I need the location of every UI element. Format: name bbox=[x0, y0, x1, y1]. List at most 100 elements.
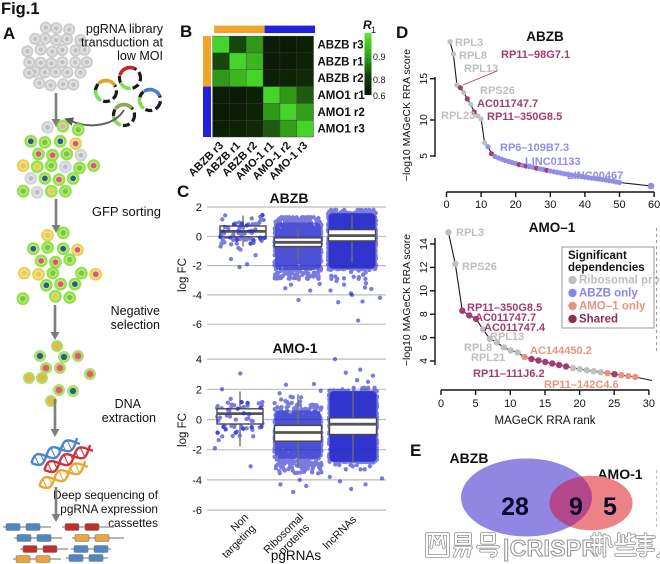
svg-text:AC011747.4: AC011747.4 bbox=[484, 322, 546, 334]
svg-text:RPL3: RPL3 bbox=[456, 227, 484, 239]
svg-text:AC011747.7: AC011747.7 bbox=[475, 312, 536, 324]
svg-text:Fig.1: Fig.1 bbox=[1, 0, 40, 18]
svg-text:RPL21: RPL21 bbox=[471, 352, 505, 364]
svg-text:5: 5 bbox=[603, 493, 617, 521]
svg-text:ABZB: ABZB bbox=[270, 190, 309, 206]
svg-text:LINC00467: LINC00467 bbox=[567, 170, 623, 182]
svg-text:GFP sorting: GFP sorting bbox=[92, 204, 161, 219]
svg-text:-2: -2 bbox=[192, 445, 202, 457]
svg-text:cassettes: cassettes bbox=[108, 516, 158, 530]
svg-text:low MOI: low MOI bbox=[117, 49, 163, 63]
svg-text:9: 9 bbox=[569, 493, 583, 521]
svg-text:10: 10 bbox=[504, 398, 516, 410]
svg-text:dependencies: dependencies bbox=[568, 262, 645, 274]
svg-text:AMO-1: AMO-1 bbox=[597, 466, 642, 482]
svg-text:ABZB r2: ABZB r2 bbox=[318, 73, 364, 85]
svg-text:ABZB: ABZB bbox=[526, 29, 564, 44]
svg-text:12: 12 bbox=[418, 261, 430, 273]
svg-text:6: 6 bbox=[418, 335, 430, 341]
svg-text:AMO1 r1: AMO1 r1 bbox=[318, 90, 366, 102]
svg-text:selection: selection bbox=[111, 318, 160, 332]
svg-text:RP11–350G8.5: RP11–350G8.5 bbox=[467, 302, 542, 314]
svg-text:pgRNAs: pgRNAs bbox=[271, 548, 322, 563]
svg-text:pgRNA library: pgRNA library bbox=[86, 22, 164, 36]
svg-text:Significant: Significant bbox=[568, 250, 627, 262]
svg-text:E: E bbox=[410, 441, 421, 460]
svg-text:40: 40 bbox=[579, 199, 591, 211]
svg-text:0.6: 0.6 bbox=[373, 91, 386, 101]
svg-text:0: 0 bbox=[438, 398, 444, 410]
svg-text:RPL3: RPL3 bbox=[455, 37, 483, 49]
svg-text:Ribosomal proteins: Ribosomal proteins bbox=[579, 275, 660, 287]
svg-text:-4: -4 bbox=[192, 290, 202, 302]
svg-text:LINC01133: LINC01133 bbox=[525, 156, 581, 168]
svg-text:Negative: Negative bbox=[111, 304, 160, 318]
svg-text:transduction at: transduction at bbox=[81, 36, 164, 50]
svg-text:1: 1 bbox=[371, 25, 376, 35]
svg-text:-4: -4 bbox=[192, 475, 202, 487]
svg-text:A: A bbox=[3, 24, 15, 43]
svg-text:10: 10 bbox=[475, 199, 487, 211]
svg-text:30: 30 bbox=[643, 398, 655, 410]
svg-text:-6: -6 bbox=[192, 505, 202, 517]
svg-text:R: R bbox=[363, 18, 372, 32]
svg-text:RPL8: RPL8 bbox=[464, 342, 492, 354]
svg-text:60: 60 bbox=[648, 199, 660, 211]
svg-text:AC144450.2: AC144450.2 bbox=[530, 345, 592, 357]
svg-text:10: 10 bbox=[418, 114, 430, 126]
svg-text:15: 15 bbox=[539, 398, 551, 410]
svg-text:AMO–1 only: AMO–1 only bbox=[579, 301, 646, 313]
svg-text:0: 0 bbox=[196, 415, 202, 427]
svg-text:Shared: Shared bbox=[579, 314, 618, 326]
svg-text:20: 20 bbox=[510, 199, 522, 211]
svg-text:-2: -2 bbox=[192, 261, 202, 273]
svg-text:log FC: log FC bbox=[177, 258, 189, 292]
svg-text:2: 2 bbox=[196, 202, 202, 214]
svg-text:5: 5 bbox=[418, 153, 430, 159]
svg-text:lncRNAs: lncRNAs bbox=[321, 513, 360, 552]
svg-text:ABZB: ABZB bbox=[450, 450, 489, 466]
svg-text:AMO1 r2: AMO1 r2 bbox=[318, 107, 365, 119]
svg-text:extraction: extraction bbox=[102, 411, 156, 425]
svg-text:8: 8 bbox=[418, 311, 430, 317]
svg-text:25: 25 bbox=[608, 398, 620, 410]
svg-text:|CRISPR: |CRISPR bbox=[503, 535, 599, 561]
svg-text:C: C bbox=[177, 182, 189, 201]
svg-text:B: B bbox=[180, 22, 192, 41]
svg-text:ABZB only: ABZB only bbox=[579, 288, 638, 300]
svg-text:−log10 MAGeCK RRA score: −log10 MAGeCK RRA score bbox=[401, 49, 413, 181]
svg-text:-6: -6 bbox=[192, 319, 202, 331]
svg-text:RPL23: RPL23 bbox=[441, 110, 475, 122]
svg-text:10: 10 bbox=[418, 285, 430, 297]
svg-text:RP11–111J6.2: RP11–111J6.2 bbox=[473, 368, 545, 380]
svg-text:2: 2 bbox=[196, 384, 202, 396]
svg-text:Deep sequencing of: Deep sequencing of bbox=[53, 488, 159, 502]
svg-text:AC011747.7: AC011747.7 bbox=[477, 98, 538, 110]
svg-text:15: 15 bbox=[418, 73, 430, 85]
svg-text:RP11–142C4.6: RP11–142C4.6 bbox=[544, 379, 619, 391]
svg-text:4: 4 bbox=[418, 358, 430, 364]
svg-text:ABZB r1: ABZB r1 bbox=[318, 56, 365, 68]
svg-text:AMO–1: AMO–1 bbox=[529, 220, 576, 235]
svg-text:14: 14 bbox=[418, 238, 430, 250]
svg-text:0.8: 0.8 bbox=[373, 75, 386, 85]
svg-text:0: 0 bbox=[196, 231, 202, 243]
svg-text:RP11–98G7.1: RP11–98G7.1 bbox=[501, 49, 570, 61]
svg-text:RPL8: RPL8 bbox=[459, 50, 487, 62]
svg-text:AMO-1: AMO-1 bbox=[272, 340, 317, 356]
svg-text:RPL13: RPL13 bbox=[490, 331, 524, 343]
svg-text:−log10 MAGeCK RRA score: −log10 MAGeCK RRA score bbox=[401, 234, 413, 366]
svg-text:28: 28 bbox=[501, 493, 529, 521]
svg-text:RPS26: RPS26 bbox=[480, 85, 515, 97]
svg-text:0: 0 bbox=[443, 199, 449, 211]
svg-text:D: D bbox=[396, 23, 408, 42]
svg-text:RP6–109B7.3: RP6–109B7.3 bbox=[500, 142, 569, 154]
svg-text:log FC: log FC bbox=[177, 413, 189, 447]
svg-text:20: 20 bbox=[573, 398, 585, 410]
svg-text:AMO1 r3: AMO1 r3 bbox=[318, 124, 365, 136]
svg-text:ABZB r3: ABZB r3 bbox=[318, 40, 364, 52]
svg-text:pgRNA expression: pgRNA expression bbox=[60, 502, 158, 516]
svg-text:RPL13: RPL13 bbox=[464, 63, 498, 75]
svg-text:50: 50 bbox=[613, 199, 625, 211]
svg-text:MAGeCK RRA rank: MAGeCK RRA rank bbox=[495, 415, 596, 427]
